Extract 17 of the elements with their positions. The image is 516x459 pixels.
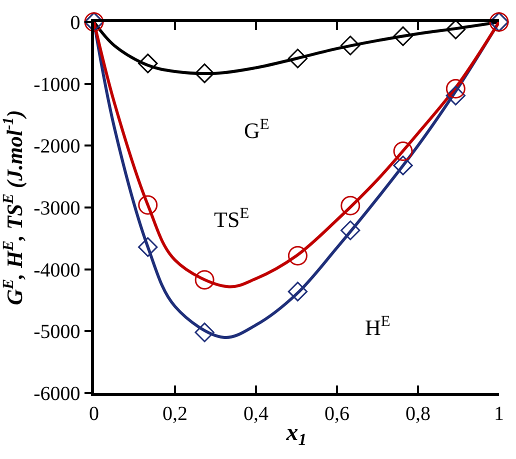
y-tick-label: -5000 [34,321,80,344]
y-tick-label: -1000 [34,74,80,96]
x-tick-label: 0 [89,402,99,425]
y-tick-label: -3000 [34,198,80,220]
y-tick-label: 0 [70,12,80,34]
x-tick-label: 0,6 [324,402,350,425]
x-tick-label: 0,8 [406,402,430,425]
y-tick-label: -2000 [34,136,80,158]
x-tick-label: 1 [494,402,504,425]
x-axis-title: x$_{1}$ [285,420,307,450]
text: H$^{E}$ [365,313,390,340]
x-tick-label: 0,2 [162,402,188,425]
y-tick-label: -6000 [34,383,80,405]
text: TS$^{E}$ [214,205,250,232]
y-tick-label: -4000 [34,259,80,282]
x-tick-label: 0,4 [244,402,268,425]
text: G$^{E}$ [244,116,270,144]
